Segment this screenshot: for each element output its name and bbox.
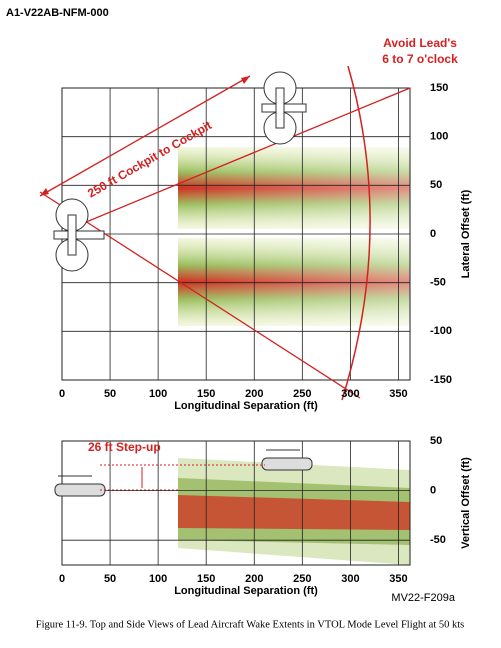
figure-id: MV22-F209a (391, 592, 455, 604)
x-tick-label: 200 (245, 573, 263, 585)
x-tick-label: 300 (341, 388, 359, 400)
x-tick-label: 350 (389, 573, 407, 585)
y-tick-label: -150 (430, 374, 452, 386)
x-tick-label: 350 (389, 388, 407, 400)
x-axis-label: Longitudinal Separation (ft) (174, 400, 318, 412)
annotation: 26 ft Step-up (88, 440, 161, 454)
y-tick-label: 0 (430, 485, 436, 497)
y-tick-label: 100 (430, 131, 448, 143)
wake-core (178, 495, 410, 530)
y-tick-label: -50 (430, 277, 446, 289)
wake-fade (178, 147, 410, 326)
cone-line (61, 87, 411, 233)
lead-aircraft-side (261, 449, 313, 471)
x-tick-label: 0 (59, 573, 65, 585)
y-axis-label: Vertical Offset (ft) (460, 457, 472, 549)
annotation: Avoid Lead's (383, 36, 457, 50)
doc-id: A1-V22AB-NFM-000 (6, 7, 109, 19)
x-tick-label: 50 (104, 573, 116, 585)
x-tick-label: 200 (245, 388, 263, 400)
x-tick-label: 250 (293, 388, 311, 400)
y-tick-label: 150 (430, 82, 448, 94)
x-tick-label: 150 (197, 573, 215, 585)
annotation: 6 to 7 o'clock (382, 52, 458, 66)
x-tick-label: 250 (293, 573, 311, 585)
x-tick-label: 100 (149, 388, 167, 400)
y-tick-label: -50 (430, 534, 446, 546)
y-tick-label: 50 (430, 435, 442, 447)
plot-frame (61, 440, 411, 566)
top-view-panel (61, 87, 411, 381)
arrow-head (241, 76, 250, 84)
arrow-head (40, 188, 49, 196)
side-view-panel (61, 440, 411, 566)
caption: Figure 11-9. Top and Side Views of Lead … (36, 619, 465, 630)
distance-arrow (39, 75, 251, 197)
y-tick-label: 0 (430, 228, 436, 240)
avoid-arc (341, 65, 371, 401)
x-tick-label: 150 (197, 388, 215, 400)
cone-line (39, 191, 361, 399)
lead-aircraft-top (261, 71, 307, 145)
x-tick-label: 0 (59, 388, 65, 400)
trail-aircraft-top (53, 198, 105, 272)
x-tick-label: 50 (104, 388, 116, 400)
y-tick-label: -100 (430, 325, 452, 337)
y-tick-label: 50 (430, 179, 442, 191)
x-axis-label: Longitudinal Separation (ft) (174, 585, 318, 597)
y-axis-label: Lateral Offset (ft) (460, 189, 472, 278)
x-tick-label: 300 (341, 573, 359, 585)
x-tick-label: 100 (149, 573, 167, 585)
